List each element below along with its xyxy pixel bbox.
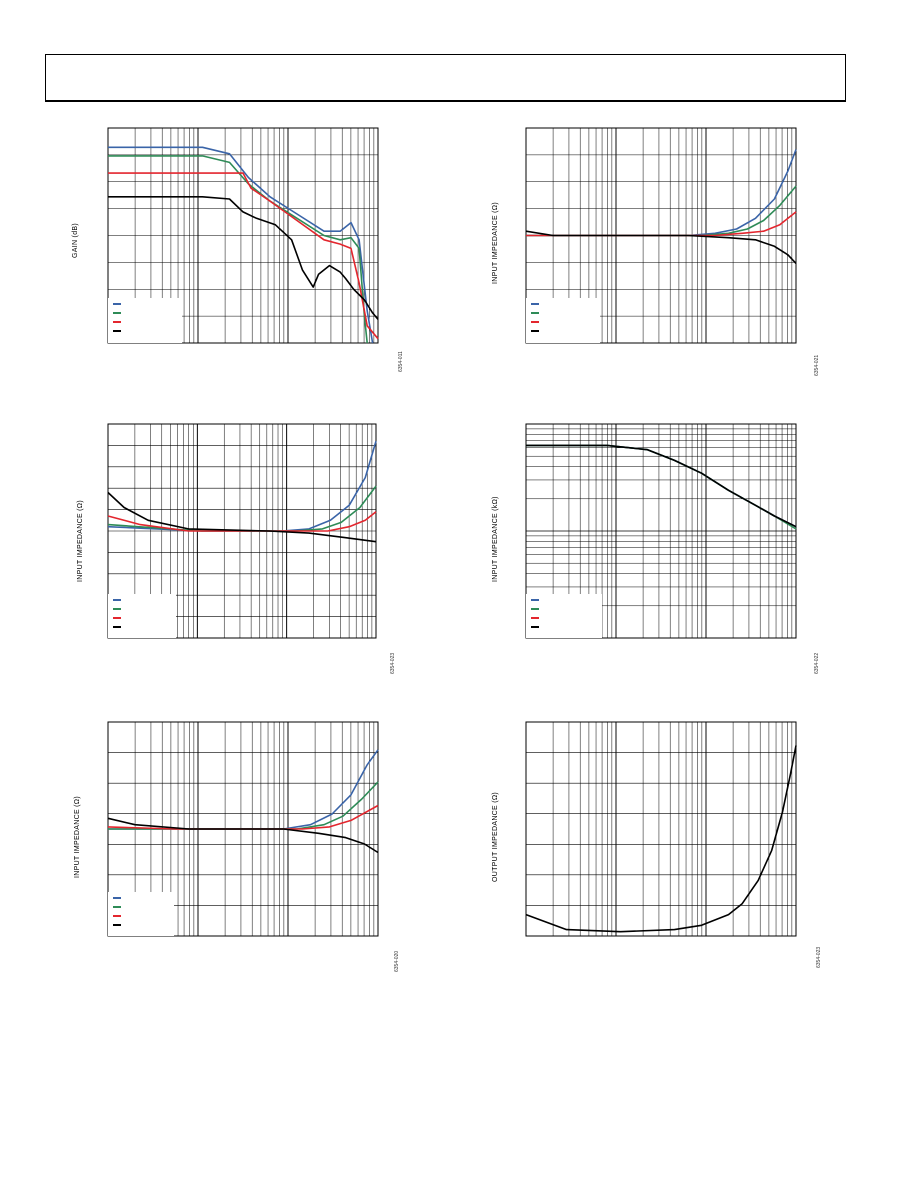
- series-line-red: [526, 211, 797, 237]
- legend-swatch-blue: [531, 599, 539, 601]
- figure-id: 6354-011: [398, 351, 404, 372]
- legend-swatch-red: [113, 915, 121, 917]
- legend-swatch-blue: [113, 303, 121, 305]
- plot-area-gain: [107, 127, 379, 344]
- plot-area-output-impedance: [525, 721, 797, 937]
- figure-id: 6354-020: [394, 950, 400, 972]
- legend-swatch-red: [113, 617, 121, 619]
- legend-swatch-black: [531, 330, 539, 332]
- legend: [108, 892, 174, 936]
- legend-swatch-green: [531, 312, 539, 314]
- series-line-blue: [526, 444, 797, 528]
- legend-swatch-green: [113, 312, 121, 314]
- series-line-black: [525, 230, 797, 264]
- series-line-blue: [526, 149, 797, 237]
- figure-id: 6354-023: [816, 946, 822, 968]
- series-line-blue: [108, 749, 379, 830]
- legend-swatch-black: [113, 924, 121, 926]
- series-line-green: [526, 185, 797, 237]
- legend-swatch-black: [113, 330, 121, 332]
- legend-swatch-green: [113, 608, 121, 610]
- y-axis-label: INPUT IMPEDANCE (Ω): [492, 202, 499, 284]
- y-axis-label: INPUT IMPEDANCE (kΩ): [492, 496, 499, 582]
- legend: [526, 594, 602, 638]
- series-line-red: [107, 511, 377, 532]
- plot-area-input-impedance-2: [107, 423, 377, 639]
- legend-swatch-green: [531, 608, 539, 610]
- plot-area-input-impedance-kohm: [525, 423, 797, 639]
- series-line-red: [107, 804, 379, 830]
- plot-frame: [107, 423, 377, 639]
- legend-swatch-red: [531, 617, 539, 619]
- figure-id: 6354-021: [814, 354, 820, 376]
- series-line-black: [526, 444, 797, 528]
- series-line-blue: [108, 146, 374, 344]
- plot-frame: [525, 423, 797, 639]
- legend-swatch-blue: [113, 599, 121, 601]
- y-axis-label: INPUT IMPEDANCE (Ω): [77, 500, 84, 582]
- series-line-blue: [107, 440, 377, 532]
- legend-swatch-black: [531, 626, 539, 628]
- series-line-green: [108, 781, 379, 830]
- legend-swatch-red: [531, 321, 539, 323]
- legend: [108, 298, 182, 343]
- figure-id: 6354-023: [390, 652, 396, 674]
- plot-area-input-impedance-3: [107, 721, 379, 937]
- page-header-box: [45, 54, 846, 102]
- y-axis-label: GAIN (dB): [72, 223, 79, 258]
- plot-frame: [107, 127, 379, 344]
- series-line-black: [108, 196, 379, 320]
- legend-swatch-red: [113, 321, 121, 323]
- series-line-black: [107, 491, 377, 543]
- series-line-green: [526, 444, 797, 530]
- legend-swatch-blue: [113, 897, 121, 899]
- y-axis-label: INPUT IMPEDANCE (Ω): [74, 796, 81, 878]
- series-line-green: [107, 485, 377, 532]
- legend-swatch-blue: [531, 303, 539, 305]
- legend: [108, 594, 176, 638]
- legend: [526, 298, 600, 343]
- figure-id: 6354-022: [814, 652, 820, 674]
- y-axis-label: OUTPUT IMPEDANCE (Ω): [492, 791, 499, 882]
- series-line-black: [107, 817, 379, 854]
- series-line-black: [525, 745, 797, 933]
- legend-swatch-black: [113, 626, 121, 628]
- legend-swatch-green: [113, 906, 121, 908]
- plot-frame: [525, 721, 797, 937]
- series-line-green: [108, 155, 368, 344]
